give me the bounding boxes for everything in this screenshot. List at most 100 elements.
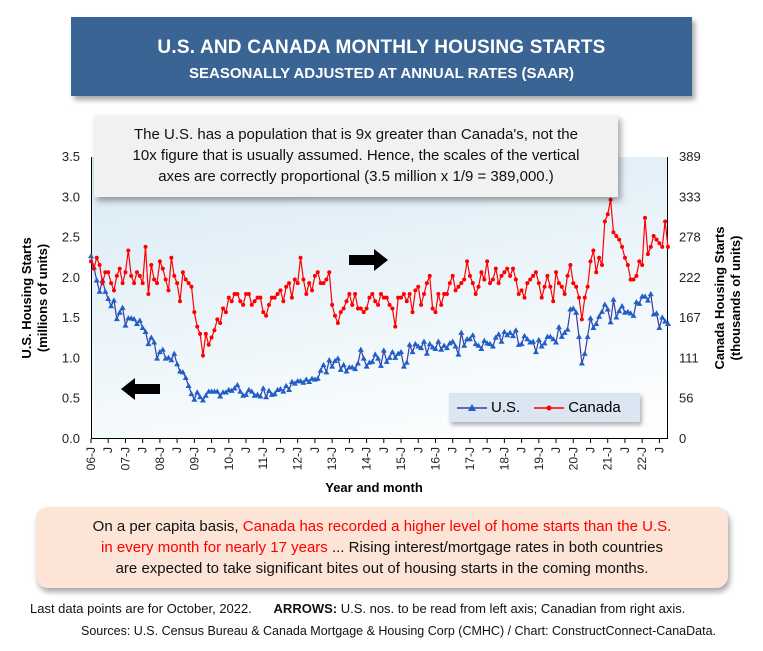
x-tick-label: 12-J <box>291 447 305 470</box>
data-point <box>647 290 654 297</box>
data-point <box>538 343 545 349</box>
data-point <box>136 317 143 323</box>
data-point <box>554 270 559 275</box>
data-point <box>105 295 112 302</box>
data-point <box>396 295 401 300</box>
data-point <box>415 343 422 349</box>
data-point <box>200 353 205 358</box>
data-point <box>442 292 447 297</box>
x-tick-label: J <box>101 447 115 453</box>
data-point <box>223 310 228 315</box>
data-point <box>160 266 165 271</box>
data-point <box>462 277 467 282</box>
data-point <box>386 354 393 360</box>
data-point <box>578 360 585 366</box>
x-tick-label: J <box>583 447 597 453</box>
data-point <box>436 292 441 297</box>
data-point <box>423 350 430 356</box>
data-point <box>625 263 630 268</box>
data-point <box>321 281 326 286</box>
data-point <box>594 270 599 275</box>
x-tick-label: 07-J <box>118 447 132 470</box>
x-tick-label: 15-J <box>394 447 408 470</box>
data-point <box>591 248 596 253</box>
series-line <box>90 255 669 402</box>
data-point <box>212 328 217 333</box>
right-arrow-icon <box>349 249 388 271</box>
x-tick-label: J <box>308 447 322 453</box>
data-point <box>465 259 470 264</box>
data-point <box>426 340 433 347</box>
x-tick-label: J <box>652 447 666 453</box>
data-point <box>556 281 561 286</box>
x-tick-label: J <box>480 447 494 453</box>
x-tick-label: 13-J <box>325 447 339 470</box>
data-point <box>168 357 175 363</box>
data-point <box>547 333 554 339</box>
data-point <box>238 299 243 304</box>
note-text: are expected to take significant bites o… <box>115 560 649 577</box>
x-tick-label: J <box>342 447 356 453</box>
data-point <box>206 342 211 347</box>
data-point <box>169 255 174 260</box>
arrows-text: U.S. nos. to be read from left axis; Can… <box>337 601 686 616</box>
data-point <box>479 270 484 275</box>
data-point <box>146 292 151 297</box>
data-point <box>654 237 659 242</box>
data-point <box>459 281 464 286</box>
data-point <box>117 266 122 271</box>
data-point <box>624 308 631 314</box>
data-point <box>427 273 432 278</box>
data-point <box>278 288 283 293</box>
x-tick-label: J <box>618 447 632 453</box>
data-point <box>179 369 186 375</box>
data-point <box>370 292 375 297</box>
legend-item-us: U.S. <box>457 399 520 416</box>
data-point <box>653 310 660 316</box>
per-capita-note: On a per capita basis, Canada has record… <box>36 507 728 588</box>
data-point <box>530 338 537 344</box>
data-point <box>662 318 669 324</box>
data-point <box>175 281 180 286</box>
data-point <box>634 273 639 278</box>
legend-label: Canada <box>568 399 621 416</box>
data-point <box>109 281 114 286</box>
data-point <box>407 292 412 297</box>
data-point <box>137 273 142 278</box>
data-point <box>163 277 168 282</box>
data-point <box>561 329 568 335</box>
data-point <box>241 302 246 307</box>
data-point <box>619 303 626 309</box>
data-point <box>317 367 324 373</box>
data-point <box>620 244 625 249</box>
x-tick-label: J <box>377 447 391 453</box>
data-point <box>507 329 514 335</box>
data-point <box>96 288 103 294</box>
left-axis-title-line1: U.S. Housing Starts <box>19 237 34 358</box>
data-point <box>172 273 177 278</box>
data-point <box>363 363 370 369</box>
data-point <box>610 296 617 302</box>
data-point <box>404 299 409 304</box>
data-point <box>329 363 336 369</box>
data-point <box>303 376 310 382</box>
data-point <box>608 197 613 202</box>
data-point <box>470 281 475 286</box>
data-point <box>155 281 160 286</box>
data-point <box>129 273 134 278</box>
data-point <box>334 355 341 361</box>
data-point <box>254 391 261 397</box>
data-point <box>499 273 504 278</box>
data-point <box>281 299 286 304</box>
left-tick-label: 1.5 <box>62 310 80 325</box>
data-point <box>617 237 622 242</box>
x-tick-label: 10-J <box>222 447 236 470</box>
circle-marker-icon <box>534 405 565 410</box>
data-point <box>298 255 303 260</box>
data-point <box>186 281 191 286</box>
data-point <box>360 355 367 361</box>
data-point <box>528 277 533 282</box>
data-point <box>120 281 125 286</box>
note-text: On a per capita basis, <box>92 518 243 535</box>
data-point <box>384 295 389 300</box>
